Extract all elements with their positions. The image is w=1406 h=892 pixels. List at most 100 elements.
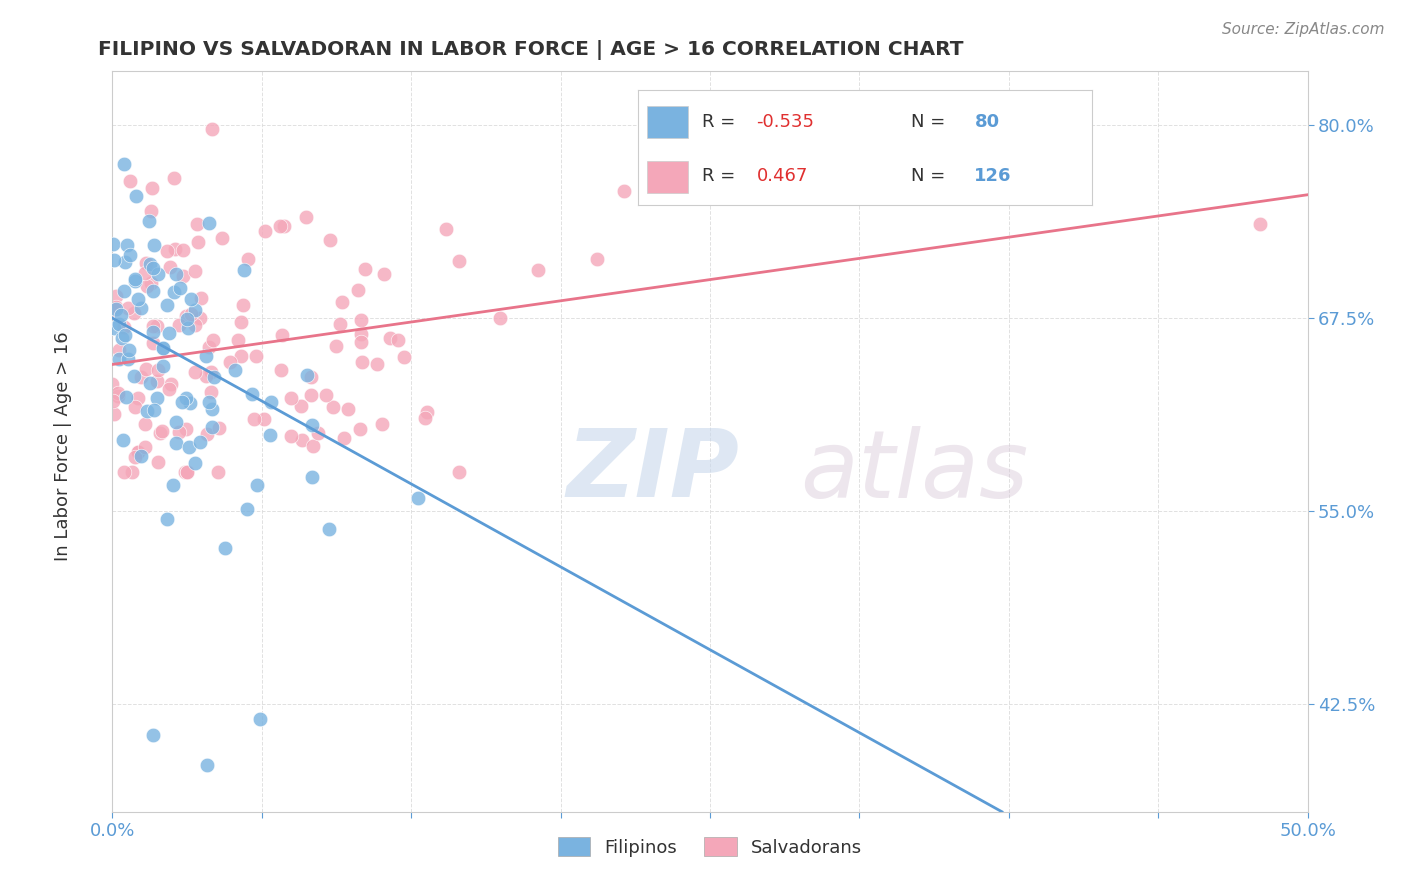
Point <box>138 214 160 228</box>
Point <box>141 277 163 291</box>
Point <box>136 279 159 293</box>
Point <box>319 233 342 247</box>
Point <box>249 712 271 726</box>
Point <box>108 343 131 357</box>
Point <box>142 319 165 334</box>
Point <box>142 325 165 339</box>
Point <box>124 450 146 465</box>
Point <box>125 189 148 203</box>
Point <box>190 311 212 326</box>
Point <box>103 320 125 334</box>
Point <box>174 309 197 323</box>
Point <box>129 369 152 384</box>
Point <box>613 184 636 198</box>
Point <box>489 311 512 326</box>
Point <box>197 216 219 230</box>
Point <box>139 376 162 390</box>
Point <box>134 266 156 280</box>
Point <box>253 412 276 426</box>
Point <box>245 349 267 363</box>
Point <box>229 349 252 363</box>
Point <box>170 394 193 409</box>
Point <box>259 428 281 442</box>
Point <box>152 341 174 355</box>
Point <box>104 302 127 317</box>
Point <box>232 298 254 312</box>
Point <box>124 400 146 414</box>
Point <box>148 362 170 376</box>
Point <box>127 445 149 459</box>
Point <box>173 466 195 480</box>
Point <box>118 343 141 357</box>
Point <box>160 377 183 392</box>
Point <box>280 428 302 442</box>
Point <box>184 456 207 470</box>
Point <box>413 411 436 425</box>
Point <box>194 369 217 384</box>
Point <box>301 470 323 484</box>
Point <box>449 254 471 268</box>
Point <box>177 321 200 335</box>
Point <box>371 417 394 432</box>
Point <box>179 396 201 410</box>
Point <box>207 421 229 435</box>
Point <box>301 418 323 433</box>
Point <box>299 369 322 384</box>
Point <box>159 260 181 275</box>
Point <box>176 466 198 480</box>
Point <box>201 401 224 416</box>
Point <box>253 223 276 237</box>
Point <box>165 415 187 429</box>
Point <box>142 403 165 417</box>
Point <box>167 318 190 332</box>
Point <box>149 425 172 440</box>
Point <box>214 541 236 555</box>
Point <box>270 363 292 377</box>
Point <box>165 267 187 281</box>
Point <box>200 366 222 380</box>
Point <box>115 390 138 404</box>
Point <box>131 301 153 315</box>
Point <box>103 407 125 421</box>
Point <box>201 334 224 348</box>
Point <box>1249 217 1271 231</box>
Point <box>122 369 145 384</box>
Point <box>201 121 224 136</box>
Point <box>101 377 124 392</box>
Point <box>134 417 156 431</box>
Point <box>184 318 207 332</box>
Point <box>117 238 139 252</box>
Point <box>207 466 229 480</box>
Point <box>142 728 165 742</box>
Point <box>226 333 249 347</box>
Text: ZIP: ZIP <box>567 425 740 517</box>
Point <box>190 291 212 305</box>
Point <box>218 355 240 369</box>
Point <box>302 439 325 453</box>
Point <box>172 244 194 258</box>
Point <box>152 341 174 355</box>
Point <box>322 400 344 414</box>
Point <box>290 399 312 413</box>
Point <box>325 339 347 353</box>
Point <box>124 274 146 288</box>
Point <box>179 440 201 454</box>
Point <box>142 284 165 298</box>
Text: FILIPINO VS SALVADORAN IN LABOR FORCE | AGE > 16 CORRELATION CHART: FILIPINO VS SALVADORAN IN LABOR FORCE | … <box>98 40 965 60</box>
Point <box>167 425 190 439</box>
Text: Source: ZipAtlas.com: Source: ZipAtlas.com <box>1222 22 1385 37</box>
Point <box>129 449 152 463</box>
Point <box>373 267 395 281</box>
Point <box>122 306 145 320</box>
Point <box>142 335 165 350</box>
Point <box>141 203 163 218</box>
Point <box>408 491 430 505</box>
Point <box>200 385 222 400</box>
Point <box>434 222 457 236</box>
Point <box>449 466 471 480</box>
Point <box>112 157 135 171</box>
Point <box>184 264 207 278</box>
Text: atlas: atlas <box>800 425 1028 516</box>
Point <box>156 298 179 312</box>
Point <box>121 466 143 480</box>
